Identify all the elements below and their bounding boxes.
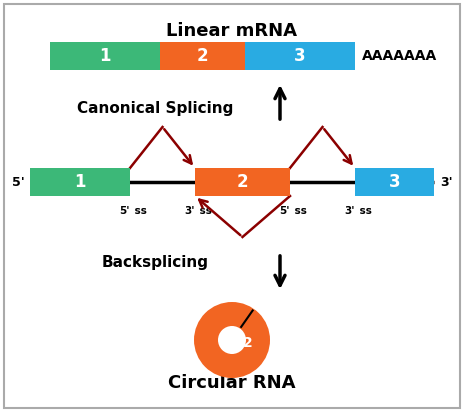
Text: 3': 3' xyxy=(440,176,452,189)
Text: 3: 3 xyxy=(388,173,400,191)
Bar xyxy=(30,168,130,196)
Bar xyxy=(244,42,354,70)
Text: 2: 2 xyxy=(236,173,248,191)
Text: 5': 5' xyxy=(12,176,25,189)
Text: 2: 2 xyxy=(196,47,207,65)
Text: 5': 5' xyxy=(279,206,289,216)
Text: 5': 5' xyxy=(119,206,130,216)
Circle shape xyxy=(194,302,269,378)
Text: ss: ss xyxy=(355,206,371,216)
Text: ss: ss xyxy=(195,206,212,216)
Text: 3': 3' xyxy=(184,206,194,216)
Text: Backsplicing: Backsplicing xyxy=(101,255,208,271)
Text: ss: ss xyxy=(131,206,147,216)
Bar xyxy=(354,168,433,196)
Text: Circular RNA: Circular RNA xyxy=(168,374,295,392)
Text: ss: ss xyxy=(290,206,306,216)
Bar xyxy=(50,42,160,70)
Text: 1: 1 xyxy=(99,47,111,65)
Text: AAAAAAA: AAAAAAA xyxy=(361,49,436,63)
Text: 2: 2 xyxy=(243,336,252,350)
Text: 1: 1 xyxy=(74,173,86,191)
FancyBboxPatch shape xyxy=(4,4,459,408)
Text: Canonical Splicing: Canonical Splicing xyxy=(77,101,233,115)
Text: Linear mRNA: Linear mRNA xyxy=(166,22,297,40)
Bar xyxy=(160,42,244,70)
Text: 3': 3' xyxy=(344,206,354,216)
Circle shape xyxy=(218,326,245,354)
Bar xyxy=(194,168,289,196)
Text: 3: 3 xyxy=(294,47,305,65)
